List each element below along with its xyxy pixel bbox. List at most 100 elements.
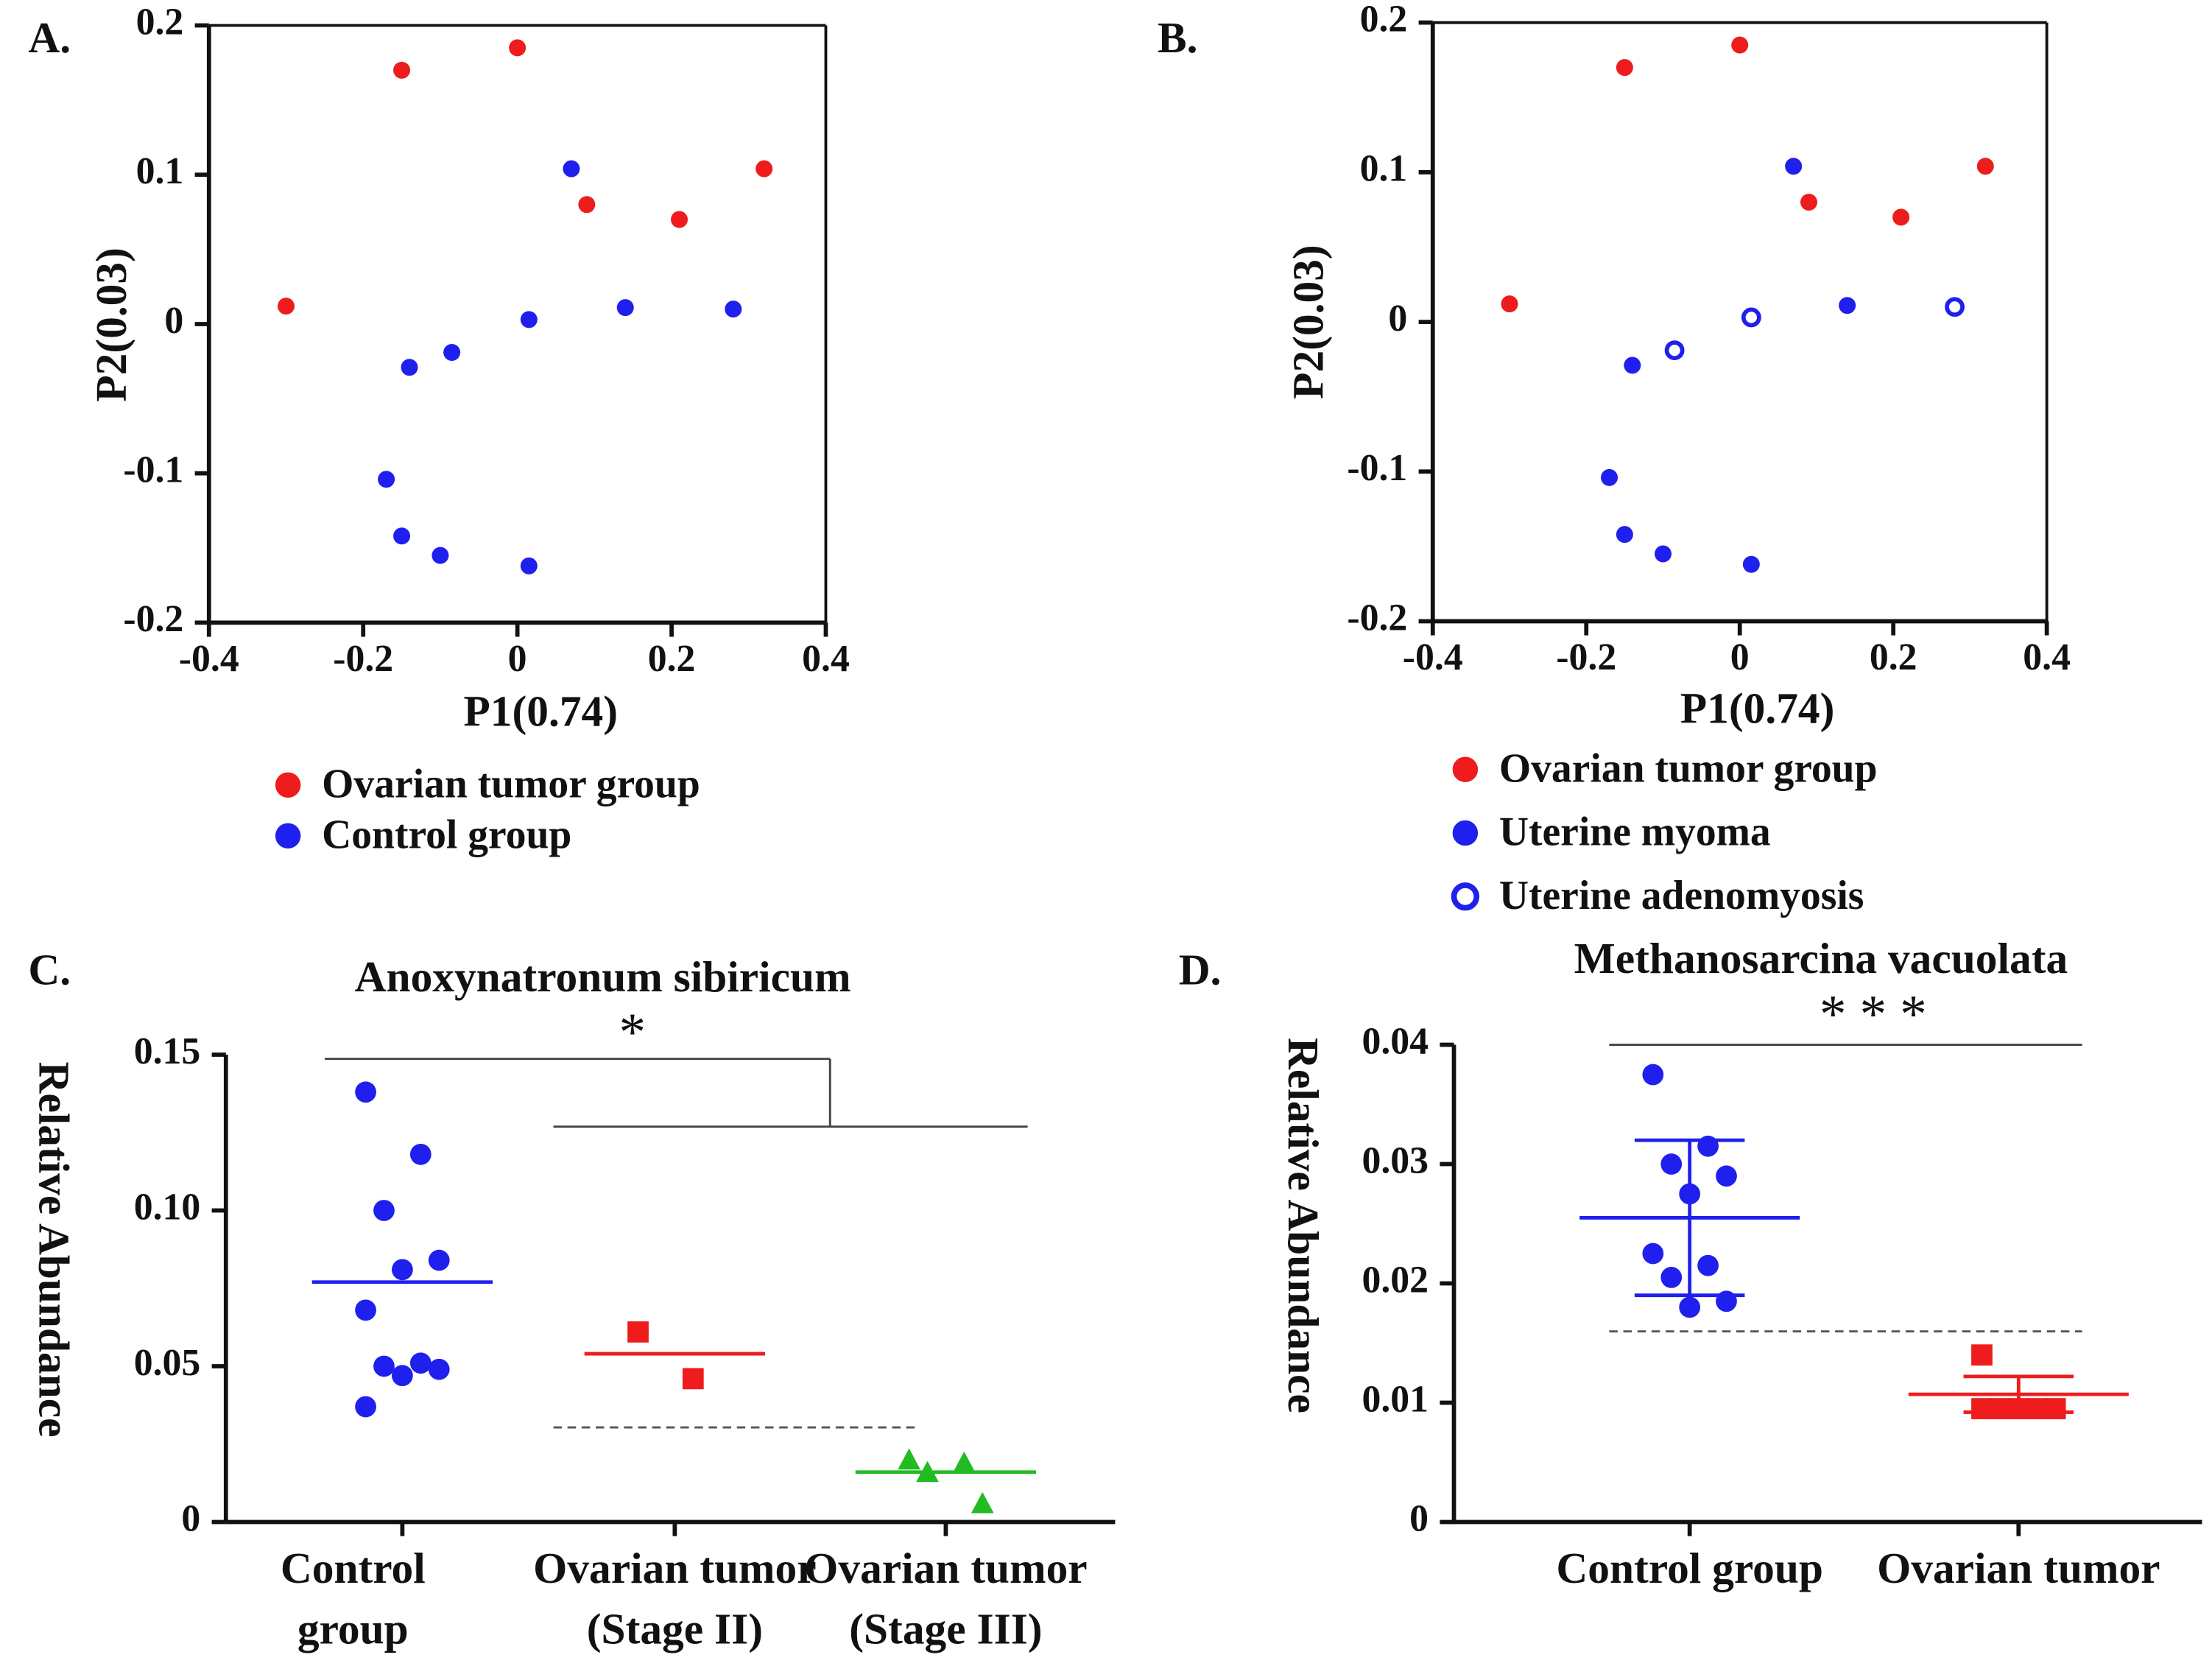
- x-axis-label: P1(0.74): [1680, 684, 1835, 733]
- point: [373, 1355, 395, 1377]
- panel-label: B.: [1158, 13, 1197, 62]
- point: [432, 546, 449, 564]
- legend-marker: [1451, 882, 1480, 911]
- legend-label: Control group: [322, 812, 571, 857]
- y-tick-label: 0.2: [1360, 0, 1408, 41]
- y-tick-label: 0.1: [1360, 148, 1408, 190]
- x-tick-label: -0.4: [179, 638, 239, 680]
- x-tick-label: Ovarian tumor: [804, 1544, 1087, 1592]
- point: [1664, 340, 1685, 361]
- point: [1616, 526, 1633, 544]
- x-axis-label: P1(0.74): [463, 687, 618, 736]
- y-tick-label: 0.1: [136, 150, 184, 192]
- y-tick-label: 0: [1409, 1497, 1429, 1539]
- point: [393, 61, 411, 79]
- point: [401, 359, 418, 376]
- point: [520, 311, 538, 328]
- y-tick-label: 0: [181, 1497, 200, 1539]
- legend-marker: [275, 823, 301, 849]
- x-tick-label: Ovarian tumor: [533, 1544, 816, 1592]
- point: [971, 1491, 994, 1514]
- legend-marker: [1452, 756, 1479, 782]
- point: [2044, 1398, 2066, 1419]
- point: [409, 1143, 432, 1165]
- x-tick-label: 0.4: [802, 638, 850, 680]
- chart-title: Anoxynatronum sibiricum: [355, 952, 851, 1001]
- panel-label: C.: [28, 945, 71, 994]
- point: [1971, 1398, 1993, 1419]
- point: [1660, 1153, 1683, 1175]
- y-tick-label: -0.2: [1347, 597, 1407, 639]
- point: [1654, 545, 1672, 563]
- y-tick-label: 0.05: [134, 1342, 201, 1384]
- x-tick-label: 0: [508, 638, 527, 680]
- point: [1945, 297, 1965, 317]
- point: [1800, 194, 1818, 211]
- point: [1785, 158, 1803, 175]
- point: [1601, 468, 1619, 486]
- y-tick-label: 0: [1388, 298, 1407, 340]
- point: [725, 300, 742, 318]
- y-axis-label: Relative Abundance: [1279, 1038, 1328, 1413]
- x-tick-label: 0: [1730, 636, 1750, 678]
- point: [1501, 295, 1518, 313]
- y-tick-label: 0: [164, 300, 183, 342]
- point: [1839, 297, 1856, 314]
- point: [378, 471, 395, 488]
- y-tick-label: -0.1: [123, 449, 183, 491]
- point: [1697, 1254, 1719, 1276]
- point: [1731, 36, 1749, 54]
- point: [355, 1081, 376, 1103]
- y-tick-label: 0.2: [136, 1, 184, 43]
- point: [1716, 1165, 1737, 1187]
- point: [392, 1259, 413, 1281]
- point: [428, 1249, 450, 1271]
- legend-label: Ovarian tumor group: [322, 761, 700, 806]
- point: [1679, 1296, 1701, 1318]
- legend-marker: [275, 772, 301, 798]
- x-tick-label: (Stage III): [849, 1605, 1042, 1653]
- point: [392, 1365, 413, 1387]
- panel-label: D.: [1179, 945, 1222, 994]
- y-tick-label: 0.02: [1362, 1259, 1429, 1301]
- panel-label: A.: [28, 13, 71, 62]
- point: [563, 160, 580, 178]
- point: [671, 211, 688, 228]
- point: [616, 299, 634, 317]
- point: [1642, 1243, 1664, 1265]
- point: [898, 1448, 920, 1470]
- y-axis-label: P2(0.03): [1283, 245, 1332, 399]
- point: [355, 1396, 376, 1418]
- point: [627, 1321, 649, 1343]
- point: [1976, 158, 1994, 175]
- x-tick-label: -0.2: [1556, 636, 1616, 678]
- legend-marker: [1452, 820, 1479, 846]
- x-tick-label: -0.2: [333, 638, 393, 680]
- y-tick-label: 0.15: [134, 1030, 201, 1072]
- point: [1616, 59, 1633, 77]
- significance: *: [619, 1002, 646, 1062]
- x-tick-label: -0.4: [1403, 636, 1463, 678]
- point: [509, 39, 526, 57]
- point: [1642, 1064, 1664, 1086]
- point: [393, 527, 411, 545]
- x-tick-label: (Stage II): [587, 1605, 763, 1653]
- point: [1660, 1267, 1683, 1288]
- y-tick-label: -0.2: [123, 598, 183, 640]
- x-tick-label: 0.2: [1870, 636, 1917, 678]
- point: [1971, 1344, 1993, 1366]
- chart-title: Methanosarcina vacuolata: [1574, 934, 2068, 983]
- point: [1742, 555, 1760, 573]
- legend-label: Ovarian tumor group: [1499, 745, 1878, 791]
- x-tick-label: 0.2: [648, 638, 696, 680]
- point: [682, 1368, 704, 1390]
- y-tick-label: 0.04: [1362, 1020, 1429, 1062]
- point: [520, 557, 538, 574]
- legend-label: Uterine myoma: [1499, 809, 1771, 855]
- legend-label: Uterine adenomyosis: [1499, 873, 1864, 918]
- point: [428, 1358, 450, 1380]
- point: [755, 160, 773, 178]
- point: [355, 1299, 376, 1321]
- x-tick-label: Control: [281, 1544, 426, 1592]
